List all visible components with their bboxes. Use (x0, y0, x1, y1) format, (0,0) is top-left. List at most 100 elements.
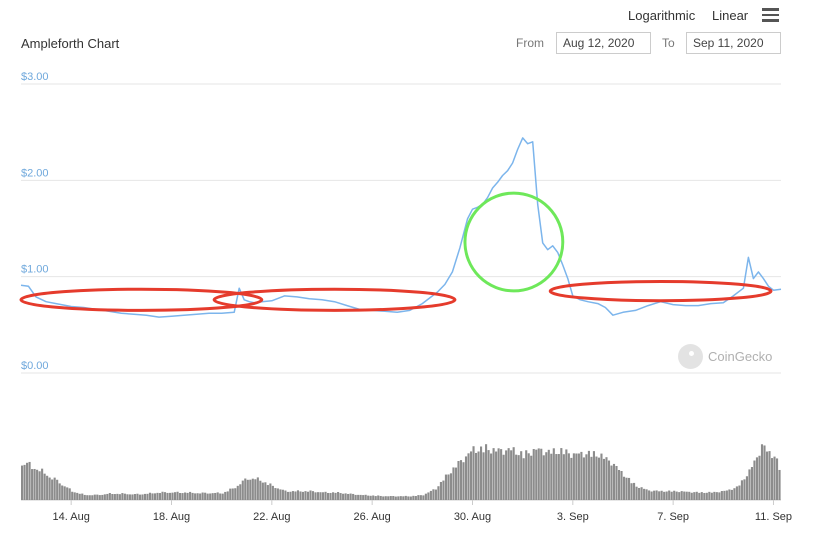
volume-bar (550, 453, 553, 500)
volume-bar (151, 493, 154, 500)
volume-bar (221, 493, 224, 500)
volume-bar (459, 460, 463, 500)
logarithmic-scale-button[interactable]: Logarithmic (628, 8, 696, 23)
volume-bar (279, 489, 282, 500)
volume-bar (527, 453, 530, 500)
volume-bar (206, 493, 209, 500)
volume-bar (276, 488, 279, 500)
volume-bar (640, 487, 643, 500)
volume-bar (319, 492, 322, 500)
volume-bar (186, 492, 189, 500)
volume-bar (251, 478, 254, 500)
from-date-input[interactable]: Aug 12, 2020 (556, 32, 651, 54)
volume-bar (111, 493, 114, 500)
menu-bar (762, 13, 779, 16)
x-tick-label: 30. Aug (454, 511, 491, 523)
volume-bar (219, 493, 222, 500)
volume-bar (299, 491, 302, 500)
volume-bar (745, 476, 748, 500)
volume-bar (412, 495, 415, 500)
x-tick-label: 18. Aug (153, 511, 190, 523)
volume-bar (552, 448, 555, 500)
volume-bar (562, 454, 565, 500)
price-line (20, 137, 782, 318)
volume-bar (387, 496, 390, 500)
volume-bar (291, 491, 294, 500)
volume-bar (284, 490, 287, 500)
volume-bar (269, 483, 272, 500)
volume-bar (239, 484, 242, 500)
volume-bar (427, 492, 430, 500)
red-ellipse-annotation (19, 287, 264, 312)
volume-bar (600, 453, 603, 500)
volume-bar (565, 449, 568, 500)
volume-bar (482, 452, 485, 500)
linear-scale-button[interactable]: Linear (712, 8, 749, 23)
x-tick-label: 26. Aug (353, 511, 390, 523)
volume-bar (161, 491, 164, 500)
volume-bar (517, 455, 520, 500)
volume-bar (472, 446, 475, 500)
volume-bar (347, 493, 350, 500)
volume-bar (653, 490, 656, 500)
volume-bar (765, 451, 769, 500)
volume-bar (189, 491, 192, 500)
y-tick-label: $2.00 (21, 167, 49, 179)
volume-bar (372, 495, 375, 500)
volume-bar (204, 492, 207, 500)
volume-bar (126, 494, 129, 500)
volume-bar (21, 465, 24, 500)
volume-bar (153, 493, 157, 500)
volume-bar (264, 482, 267, 500)
volume-bar (577, 453, 580, 500)
volume-bar (316, 492, 320, 500)
x-tick-label: 22. Aug (253, 511, 290, 523)
volume-bar (171, 492, 174, 500)
volume-bar (437, 486, 440, 500)
volume-bar (254, 479, 257, 500)
volume-bar (389, 496, 392, 500)
volume-bar (61, 485, 64, 500)
volume-bar (630, 483, 633, 500)
volume-bar (231, 488, 234, 500)
volume-bar (469, 451, 473, 500)
volume-bar (158, 493, 162, 500)
volume-bar (357, 494, 360, 500)
volume-bar (249, 479, 252, 500)
volume-bar (670, 491, 673, 500)
volume-bar (26, 462, 29, 500)
volume-bar (507, 448, 510, 500)
volume-bar (374, 496, 377, 500)
volume-bar (91, 495, 94, 500)
volume-bar (457, 461, 460, 500)
volume-bar (447, 474, 450, 500)
volume-bar (289, 491, 292, 500)
volume-bar (690, 492, 693, 500)
volume-bar (492, 448, 495, 500)
hamburger-menu-icon[interactable] (762, 8, 779, 22)
volume-bar (555, 454, 558, 500)
coingecko-watermark: CoinGecko (678, 344, 772, 369)
volume-bar (286, 491, 289, 500)
annotations (19, 191, 773, 312)
to-date-input[interactable]: Sep 11, 2020 (686, 32, 781, 54)
volume-bar (101, 494, 104, 500)
volume-bar (542, 455, 545, 500)
volume-bar (540, 448, 543, 500)
volume-bar (417, 495, 420, 500)
volume-bar (359, 494, 362, 500)
volume-bar (121, 493, 124, 500)
volume-bar (339, 493, 342, 500)
volume-bar (28, 461, 31, 500)
volume-bar (607, 460, 611, 500)
volume-bar (261, 482, 264, 500)
volume-bar (595, 456, 598, 500)
volume-bar (83, 494, 86, 500)
volume-bar (703, 492, 706, 500)
volume-bar (81, 493, 84, 500)
volume-bar (148, 492, 152, 500)
volume-bar (209, 493, 212, 500)
volume-bar (495, 451, 498, 500)
volume-bar (675, 491, 678, 500)
chart-title: Ampleforth Chart (21, 36, 120, 51)
